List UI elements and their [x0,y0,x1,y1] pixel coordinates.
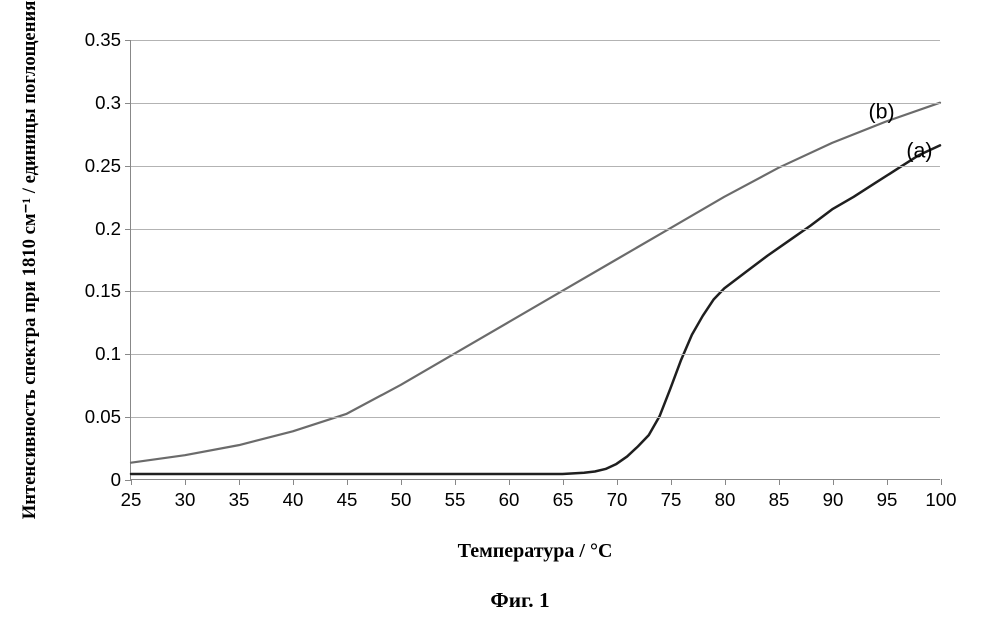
y-axis-label: Интенсивность спектра при 1810 см⁻¹ / ед… [19,1,41,520]
ytick-label: 0.1 [95,343,131,365]
gridline [131,417,940,418]
series-b [131,103,940,463]
xtick-label: 90 [823,479,844,511]
xtick-label: 35 [229,479,250,511]
xtick-label: 55 [445,479,466,511]
ytick-label: 0.35 [85,29,131,51]
xtick-label: 50 [391,479,412,511]
xtick-label: 25 [121,479,142,511]
series-a [131,145,940,474]
ytick-label: 0.25 [85,155,131,177]
xtick-label: 95 [877,479,898,511]
xtick-label: 70 [607,479,628,511]
gridline [131,354,940,355]
xtick-label: 100 [925,479,956,511]
xtick-label: 45 [337,479,358,511]
gridline [131,166,940,167]
xtick-label: 75 [661,479,682,511]
gridline [131,291,940,292]
xtick-label: 60 [499,479,520,511]
xtick-label: 80 [715,479,736,511]
series-label-b: (b) [869,99,895,124]
gridline [131,40,940,41]
gridline [131,103,940,104]
x-axis-label: Температура / °C [458,540,613,563]
ytick-label: 0.2 [95,218,131,240]
xtick-label: 40 [283,479,304,511]
figure-caption: Фиг. 1 [490,588,549,613]
xtick-label: 85 [769,479,790,511]
series-svg [131,40,940,479]
plot-area: 00.050.10.150.20.250.30.3525303540455055… [130,40,940,480]
gridline [131,229,940,230]
ytick-label: 0.05 [85,406,131,428]
series-label-a: (a) [906,138,932,163]
ytick-label: 0.15 [85,280,131,302]
ytick-label: 0.3 [95,92,131,114]
figure-container: Интенсивность спектра при 1810 см⁻¹ / ед… [0,0,1000,626]
xtick-label: 65 [553,479,574,511]
xtick-label: 30 [175,479,196,511]
